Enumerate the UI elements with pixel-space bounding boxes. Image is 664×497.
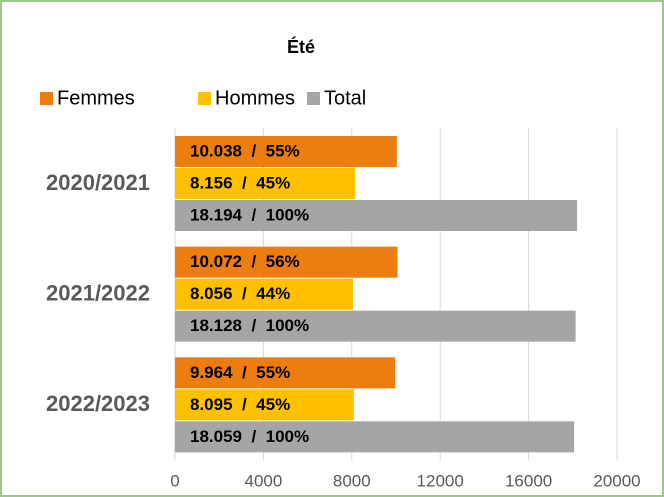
data-label: 18.194 / 100% (190, 205, 309, 224)
chart-title: Été (287, 36, 315, 57)
data-label: 8.056 / 44% (190, 284, 290, 303)
x-tick-label: 8000 (333, 471, 371, 490)
bar (175, 357, 396, 389)
bar (175, 200, 578, 231)
legend-swatch (198, 92, 211, 105)
legend-swatch (40, 92, 53, 105)
x-tick-label: 20000 (593, 471, 640, 490)
data-label: 10.072 / 56% (190, 252, 300, 271)
x-tick-label: 4000 (244, 471, 282, 490)
data-label: 18.128 / 100% (190, 316, 309, 335)
legend-label: Total (324, 87, 366, 109)
bar (175, 246, 398, 278)
data-label: 10.038 / 55% (190, 141, 300, 160)
bar (175, 310, 576, 342)
bar (175, 168, 356, 199)
x-tick-label: 12000 (417, 471, 464, 490)
legend-label: Hommes (215, 87, 295, 109)
data-label: 18.059 / 100% (190, 427, 309, 446)
y-tick-label: 2021/2022 (46, 280, 150, 305)
legend-label: Femmes (57, 87, 135, 109)
bar (175, 421, 575, 453)
x-tick-label: 16000 (505, 471, 552, 490)
y-tick-label: 2022/2023 (46, 391, 150, 416)
bar (175, 389, 354, 421)
x-tick-label: 0 (170, 471, 179, 490)
legend-swatch (307, 92, 320, 105)
bar (175, 136, 397, 167)
data-label: 8.156 / 45% (190, 173, 290, 192)
y-tick-label: 2020/2021 (46, 170, 150, 195)
bar (175, 278, 354, 310)
data-label: 8.095 / 45% (190, 395, 290, 414)
data-label: 9.964 / 55% (190, 363, 290, 382)
